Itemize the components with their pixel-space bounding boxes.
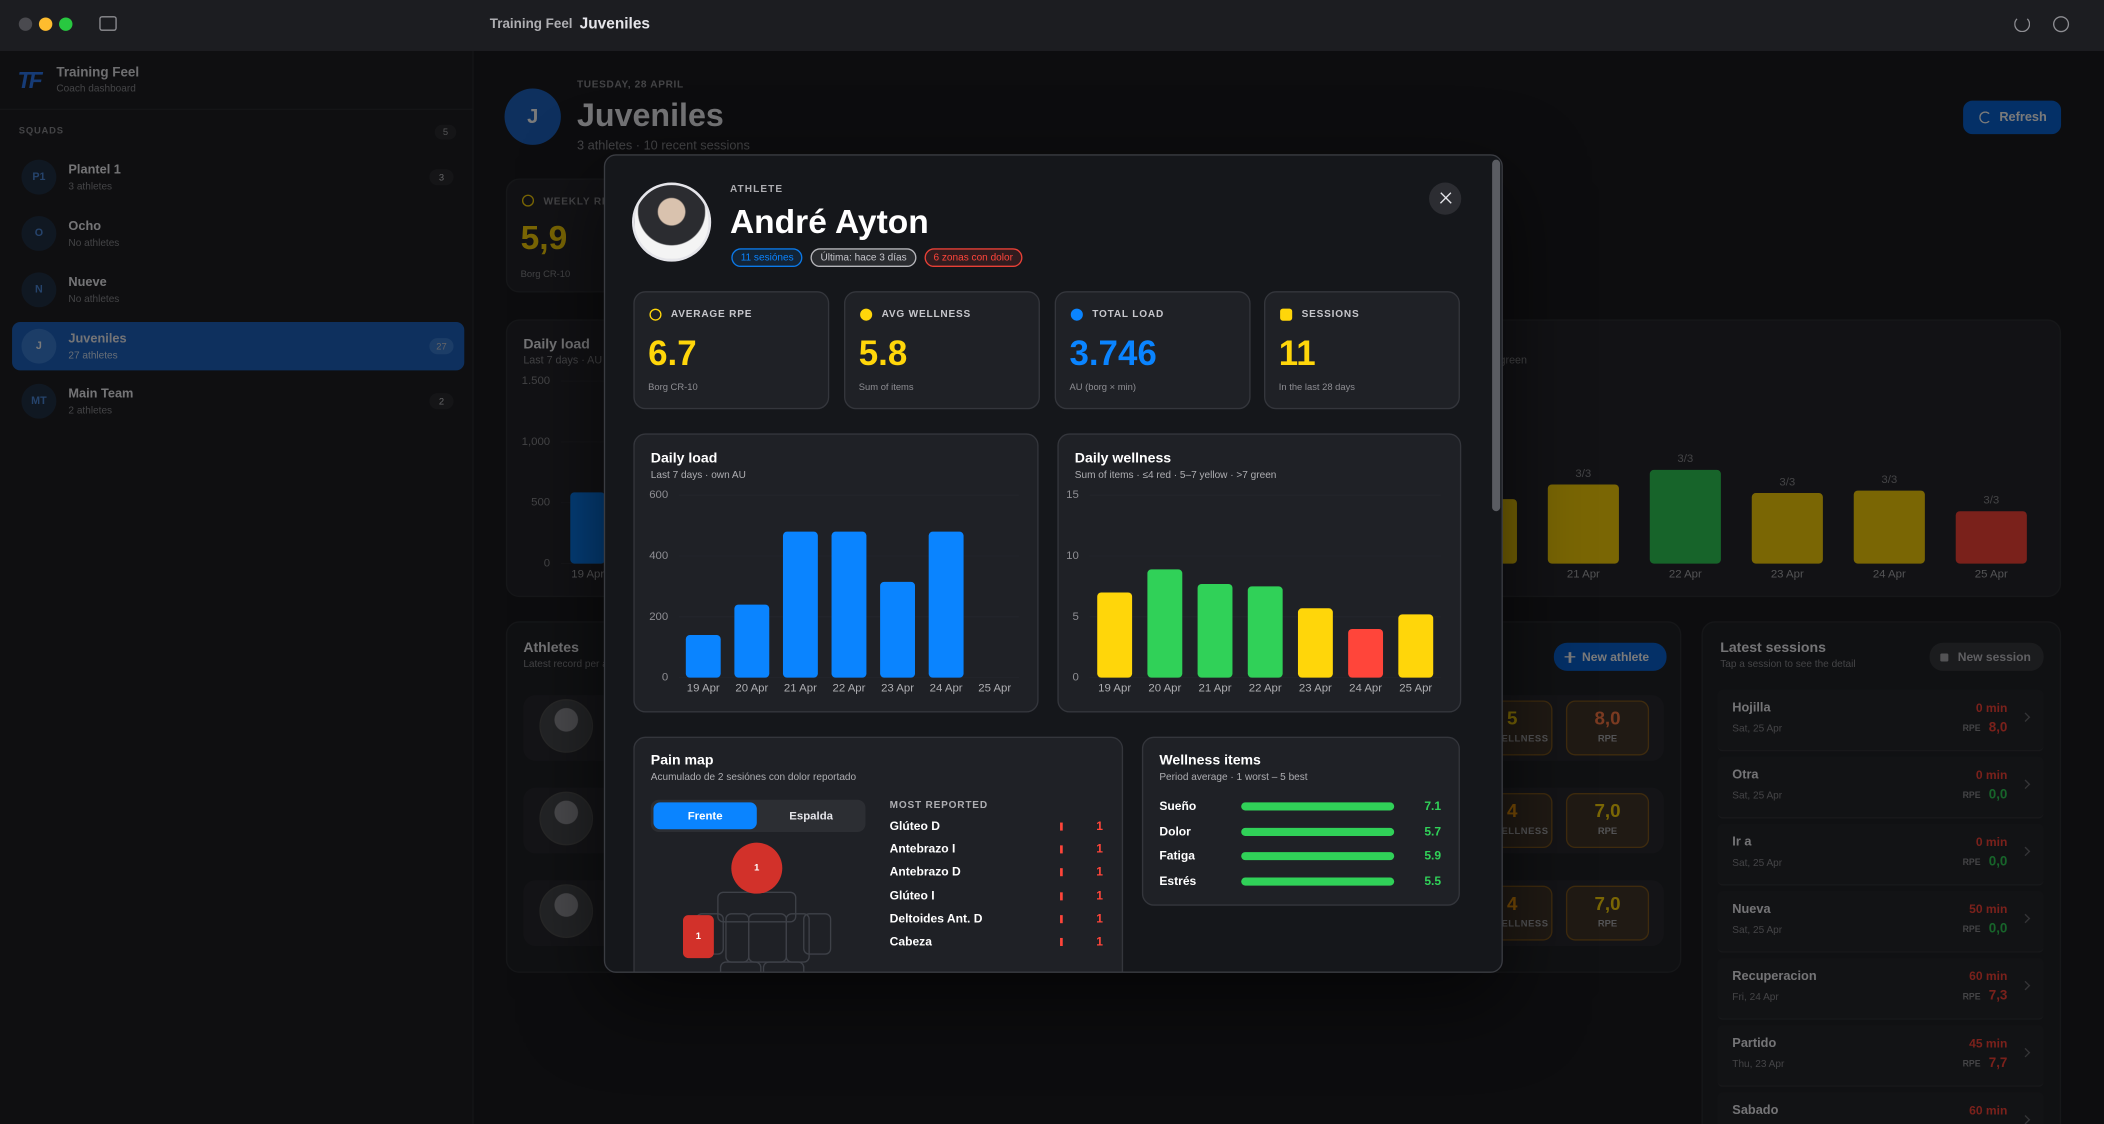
window-control[interactable] <box>18 17 33 31</box>
zone-count: 1 <box>1096 934 1103 949</box>
stat-note: In the last 28 days <box>1278 383 1356 393</box>
stat-note: AU (borg × min) <box>1069 383 1137 393</box>
stat-icon <box>649 308 662 321</box>
badge-text: Última: hace 3 días <box>820 251 907 264</box>
stat-card <box>1264 291 1460 410</box>
item-track <box>1241 827 1395 836</box>
stat-value: 6.7 <box>648 332 697 374</box>
stat-value: 3.746 <box>1069 332 1157 374</box>
item-track <box>1241 876 1395 885</box>
list-title: MOST REPORTED <box>889 798 988 811</box>
item-value: 5.7 <box>1424 823 1442 838</box>
athlete-photo <box>632 182 712 262</box>
window-title: Juveniles <box>579 16 651 33</box>
stat-label: TOTAL LOAD <box>1092 307 1165 320</box>
window-control[interactable] <box>38 17 53 31</box>
badge-text: 11 sesiónes <box>740 251 794 264</box>
zone-name: Antebrazo D <box>889 865 961 879</box>
stat-label: AVG WELLNESS <box>881 307 972 320</box>
zone-count: 1 <box>1096 842 1103 856</box>
zone-tick <box>1060 868 1063 877</box>
tab-label: Frente <box>687 808 723 823</box>
athlete-name: André Ayton <box>729 203 929 241</box>
item-name: Dolor <box>1159 823 1191 838</box>
badge <box>811 248 917 268</box>
stat-icon <box>1070 308 1083 321</box>
item-name: Fatiga <box>1159 848 1195 863</box>
zone-tick <box>1060 914 1063 923</box>
chart-title: Daily load <box>650 450 718 467</box>
stat-value: 11 <box>1278 332 1316 374</box>
badge <box>731 248 804 268</box>
zone-name: Glúteo D <box>889 819 940 833</box>
zone-tick <box>1060 891 1063 900</box>
zone-tick <box>1060 845 1063 854</box>
reload-button[interactable] <box>2014 16 2031 33</box>
modal-label: ATHLETE <box>729 182 784 195</box>
item-name: Sueño <box>1159 799 1197 813</box>
window-control[interactable] <box>59 17 73 31</box>
badge-text: 6 zonas con dolor <box>933 251 1013 264</box>
zone-count: 1 <box>1096 819 1103 833</box>
stat-note: Borg CR-10 <box>648 383 698 393</box>
zone-count: 1 <box>1096 888 1103 902</box>
stat-value: 5.8 <box>858 332 908 374</box>
sidebar-toggle[interactable] <box>99 16 117 31</box>
chart-subtitle: Last 7 days · own AU <box>650 468 746 481</box>
badge <box>924 248 1023 268</box>
tab-active[interactable] <box>653 802 757 830</box>
zone-count: 1 <box>1096 911 1103 925</box>
chart-subtitle: Sum of items · ≤4 red · 5–7 yellow · >7 … <box>1074 468 1277 481</box>
stat-label: AVERAGE RPE <box>670 307 753 320</box>
stat-icon <box>860 308 873 321</box>
stat-note: Sum of items <box>858 383 914 393</box>
card-title: Pain map <box>650 752 714 769</box>
athlete-modal: ATHLETE André Ayton 11 sesiónes Última: hac… <box>603 154 1503 973</box>
stat-card <box>1054 291 1251 410</box>
zone-tick <box>1060 937 1063 946</box>
item-name: Estrés <box>1159 873 1197 887</box>
card-subtitle: Period average · 1 worst – 5 best <box>1159 770 1308 783</box>
item-value: 5.5 <box>1424 873 1442 887</box>
breadcrumb: Training Feel <box>489 17 573 33</box>
zone-name: Cabeza <box>889 934 932 949</box>
tab-label: Espalda <box>789 808 834 823</box>
chart-title: Daily wellness <box>1074 450 1172 467</box>
zone-name: Glúteo I <box>889 888 935 902</box>
account-button[interactable] <box>2053 16 2070 33</box>
zone-tick <box>1060 822 1063 831</box>
card-title: Wellness items <box>1159 752 1261 769</box>
zone-name: Antebrazo I <box>889 842 956 856</box>
zone-count: 1 <box>1096 865 1103 879</box>
item-value: 7.1 <box>1424 799 1442 813</box>
stat-label: SESSIONS <box>1301 307 1360 320</box>
item-track <box>1241 852 1395 861</box>
zone-name: Deltoides Ant. D <box>889 911 983 925</box>
card-subtitle: Acumulado de 2 sesiónes con dolor report… <box>650 770 857 783</box>
stat-icon <box>1280 308 1293 321</box>
stat-card <box>633 291 830 410</box>
item-track <box>1241 802 1395 811</box>
stat-card <box>844 291 1040 410</box>
scrollbar <box>1492 159 1501 512</box>
title-bar <box>0 0 2104 51</box>
item-value: 5.9 <box>1424 848 1442 863</box>
